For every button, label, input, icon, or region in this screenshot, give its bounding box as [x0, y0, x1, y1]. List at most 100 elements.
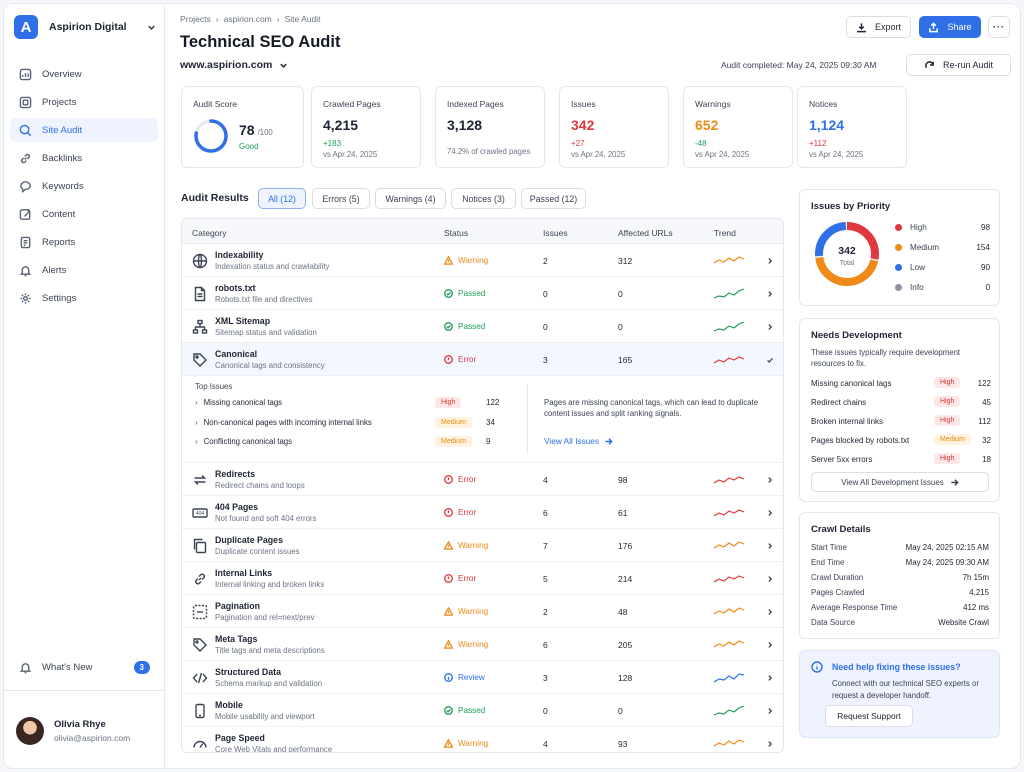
column-header-category[interactable]: Category: [192, 228, 227, 238]
chevron-right-icon[interactable]: [766, 608, 774, 616]
dev-issue-item[interactable]: Pages blocked by robots.txt Medium 32: [811, 434, 991, 445]
check-icon[interactable]: [766, 356, 774, 364]
sidebar-item-alerts[interactable]: Alerts: [10, 258, 158, 282]
table-row[interactable]: Pagination Pagination and rel=next/prev Wa…: [182, 595, 783, 628]
status-label: Warning: [458, 256, 489, 265]
needs-development-panel: Needs Development These issues typically…: [799, 318, 1000, 502]
trend-sparkline: [714, 705, 744, 716]
table-row[interactable]: Indexability Indexation status and crawla…: [182, 244, 783, 277]
sidebar-item-overview[interactable]: Overview: [10, 62, 158, 86]
table-row[interactable]: robots.txt Robots.txt file and directives…: [182, 277, 783, 310]
filter-tab-all[interactable]: All (12): [258, 188, 306, 209]
issue-description: Pages are missing canonical tags, which …: [544, 398, 759, 419]
top-issue-item[interactable]: › Conflicting canonical tags: [195, 437, 293, 446]
trend-line: [714, 575, 744, 583]
chevron-down-icon: [148, 25, 155, 30]
trend-sparkline: [714, 673, 744, 683]
export-button[interactable]: Export: [846, 16, 911, 38]
sidebar-item-content[interactable]: Content: [10, 202, 158, 226]
chevron-right-icon[interactable]: [766, 476, 774, 484]
category-description: Robots.txt file and directives: [215, 295, 313, 304]
priority-badge: High: [934, 415, 961, 426]
table-row[interactable]: Page Speed Core Web Vitals and performanc…: [182, 727, 783, 752]
filter-tab-errors[interactable]: Errors (5): [312, 188, 370, 209]
table-row[interactable]: XML Sitemap Sitemap status and validation…: [182, 310, 783, 343]
chevron-right-icon[interactable]: [766, 509, 774, 517]
filter-tab-notices[interactable]: Notices (3): [451, 188, 516, 209]
trend-sparkline: [714, 509, 744, 517]
priority-badge: High: [934, 377, 961, 388]
category-name: Internal Links: [215, 568, 273, 578]
share-button-label: Share: [947, 22, 972, 32]
chevron-right-icon[interactable]: [766, 542, 774, 550]
dev-issue-item[interactable]: Server 5xx errors High 18: [811, 453, 991, 464]
legend-value: 98: [980, 223, 990, 232]
stat-subtext: vs Apr 24, 2025: [571, 150, 626, 159]
sidebar-item-backlinks[interactable]: Backlinks: [10, 146, 158, 170]
gear-icon: [20, 292, 31, 304]
sidebar-item-projects[interactable]: Projects: [10, 90, 158, 114]
view-all-development-issues-button[interactable]: View All Development Issues: [811, 472, 989, 492]
breadcrumb-projects[interactable]: Projects: [180, 14, 211, 24]
affected-urls-count: 98: [618, 475, 628, 485]
column-header-issues[interactable]: Issues: [543, 228, 568, 238]
whats-new-item[interactable]: What's New 3: [10, 656, 158, 678]
speed-icon: [193, 740, 207, 748]
workspace-switcher[interactable]: A Aspirion Digital: [14, 15, 156, 39]
sidebar-nav: Overview Projects Site Audit Backlinks K…: [10, 62, 158, 314]
chevron-right-icon[interactable]: [766, 740, 774, 748]
chevron-right-icon[interactable]: [766, 641, 774, 649]
chevron-right-icon[interactable]: [766, 257, 774, 265]
table-row[interactable]: Structured Data Schema markup and validat…: [182, 661, 783, 694]
breadcrumb: Projects › aspirion.com › Site Audit: [180, 14, 321, 24]
sidebar-item-keywords[interactable]: Keywords: [10, 174, 158, 198]
view-all-issues-link[interactable]: View All Issues: [544, 436, 613, 446]
affected-urls-count: 176: [618, 541, 633, 551]
chevron-right-icon[interactable]: [766, 707, 774, 715]
user-profile[interactable]: Olivia Rhye olivia@aspirion.com: [4, 690, 165, 768]
table-row[interactable]: Internal Links Internal linking and broke…: [182, 562, 783, 595]
filter-tab-passed[interactable]: Passed (12): [521, 188, 586, 209]
sidebar-item-site-audit[interactable]: Site Audit: [10, 118, 158, 142]
table-row[interactable]: Duplicate Pages Duplicate content issues W…: [182, 529, 783, 562]
share-button[interactable]: Share: [919, 16, 981, 38]
breadcrumb-domain[interactable]: aspirion.com: [223, 14, 272, 24]
domain-selector[interactable]: www.aspirion.com: [180, 59, 288, 71]
top-issue-item[interactable]: › Missing canonical tags: [195, 398, 283, 407]
column-header-trend[interactable]: Trend: [714, 228, 736, 238]
table-row[interactable]: Redirects Redirect chains and loops Error 4…: [182, 463, 783, 496]
audit-completed-timestamp: Audit completed: May 24, 2025 09:30 AM: [721, 60, 877, 70]
table-row[interactable]: Canonical Canonical tags and consistency E…: [182, 343, 783, 376]
trend-sparkline: [714, 476, 744, 484]
trend-sparkline: [714, 739, 744, 747]
chevron-right-icon[interactable]: [766, 323, 774, 331]
table-row[interactable]: Mobile Mobile usability and viewport Passe…: [182, 694, 783, 727]
top-issue-item[interactable]: › Non-canonical pages with incoming inter…: [195, 418, 372, 427]
dev-issue-label: Pages blocked by robots.txt: [811, 436, 910, 445]
sidebar-item-label: Overview: [42, 68, 82, 80]
priority-donut-chart: [815, 222, 879, 286]
workspace-name: Aspirion Digital: [49, 21, 127, 33]
column-header-status[interactable]: Status: [444, 228, 469, 238]
status-passed-icon: [444, 706, 453, 715]
filter-tab-warnings[interactable]: Warnings (4): [375, 188, 446, 209]
dev-issue-item[interactable]: Broken internal links High 112: [811, 415, 991, 426]
dev-issue-item[interactable]: Redirect chains High 45: [811, 396, 991, 407]
sidebar-item-reports[interactable]: Reports: [10, 230, 158, 254]
chevron-right-icon[interactable]: [766, 575, 774, 583]
chevron-right-icon[interactable]: [766, 674, 774, 682]
whats-new-count-badge: 3: [133, 660, 150, 674]
column-header-affected-urls[interactable]: Affected URLs: [618, 228, 673, 238]
refresh-icon: [925, 60, 934, 68]
crawl-detail-key: Data Source: [811, 618, 855, 627]
chevron-right-icon[interactable]: [766, 290, 774, 298]
request-support-button[interactable]: Request Support: [825, 705, 913, 727]
dev-issue-item[interactable]: Missing canonical tags High 122: [811, 377, 991, 388]
table-row[interactable]: Meta Tags Title tags and meta description…: [182, 628, 783, 661]
sidebar-item-settings[interactable]: Settings: [10, 286, 158, 310]
score-gauge-fill: [194, 119, 228, 153]
table-row[interactable]: 404 404 Pages Not found and soft 404 error…: [182, 496, 783, 529]
more-options-button[interactable]: ···: [988, 16, 1010, 38]
rerun-audit-button[interactable]: Re-run Audit: [906, 54, 1011, 76]
stat-subtext: vs Apr 24, 2025: [695, 150, 750, 159]
